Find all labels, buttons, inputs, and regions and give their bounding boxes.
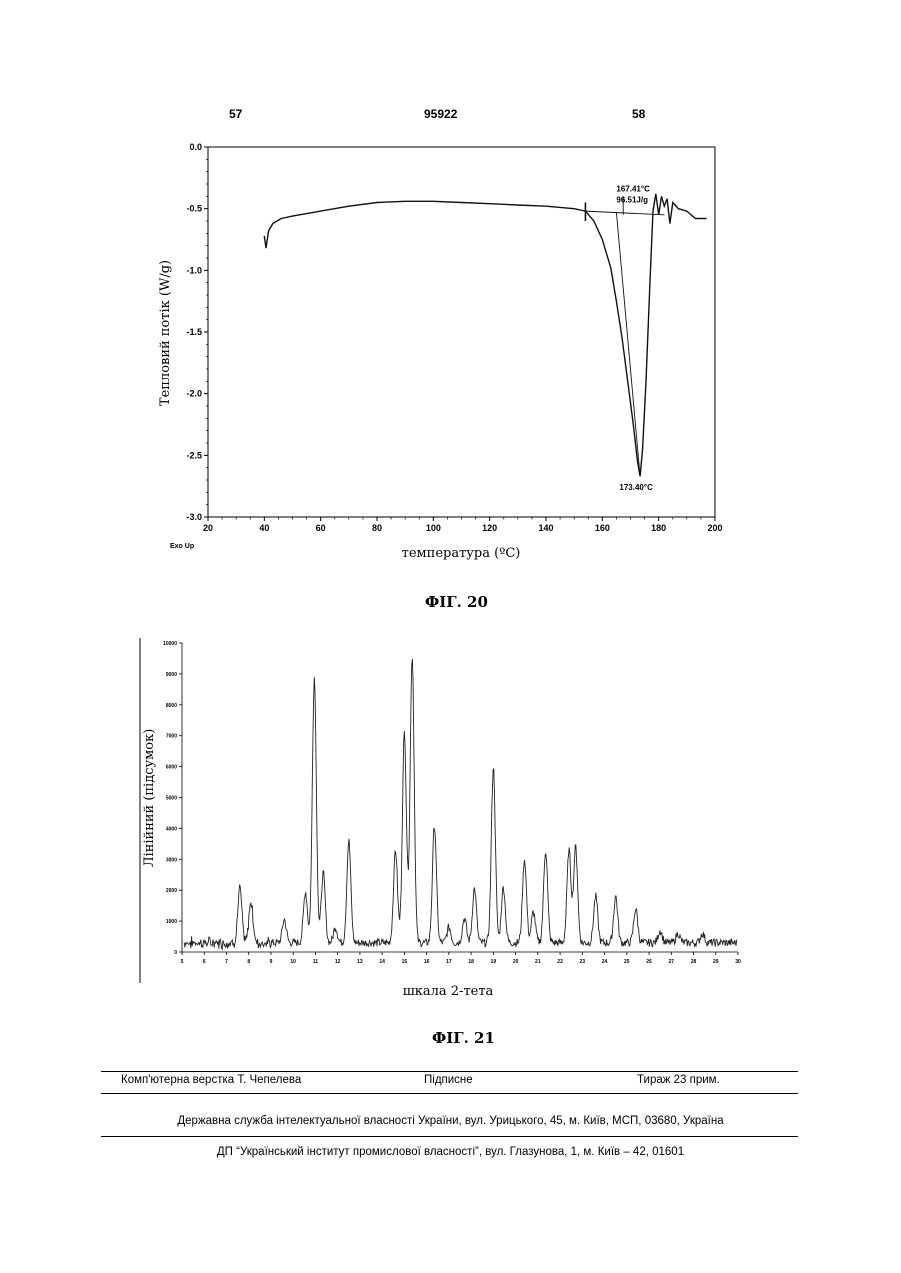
x-tick-label: 25 bbox=[624, 959, 630, 965]
x-tick-label: 160 bbox=[595, 523, 610, 533]
onset-temperature-label: 167.41°C bbox=[616, 184, 650, 193]
patent-number: 95922 bbox=[424, 107, 457, 121]
y-tick-label: 3000 bbox=[166, 857, 177, 863]
y-tick-label: -0.5 bbox=[186, 204, 202, 214]
x-tick-label: 26 bbox=[646, 959, 652, 965]
x-tick-label: 200 bbox=[707, 523, 722, 533]
x-tick-label: 27 bbox=[668, 959, 674, 965]
y-tick-label: 8000 bbox=[166, 703, 177, 709]
x-tick-label: 100 bbox=[426, 523, 441, 533]
y-tick-label: 9000 bbox=[166, 672, 177, 678]
y-tick-label: 7000 bbox=[166, 734, 177, 740]
page-number-right: 58 bbox=[632, 107, 645, 121]
x-tick-label: 17 bbox=[446, 959, 452, 965]
diffraction-intensity-curve bbox=[184, 659, 737, 949]
x-tick-label: 18 bbox=[468, 959, 474, 965]
x-axis-label: шкала 2-тета bbox=[403, 984, 494, 998]
y-tick-label: 1000 bbox=[166, 919, 177, 925]
x-tick-label: 80 bbox=[372, 523, 382, 533]
x-tick-label: 20 bbox=[513, 959, 519, 965]
figure-20-caption: ФІГ. 20 bbox=[425, 593, 488, 611]
x-tick-label: 21 bbox=[535, 959, 541, 965]
y-tick-label: 0 bbox=[174, 950, 177, 956]
y-tick-label: -2.0 bbox=[186, 389, 202, 399]
x-tick-label: 15 bbox=[402, 959, 408, 965]
heat-flow-curve bbox=[264, 194, 706, 476]
signed-note: Підписне bbox=[424, 1074, 473, 1086]
x-tick-label: 19 bbox=[491, 959, 497, 965]
figure-21-caption: ФІГ. 21 bbox=[432, 1029, 495, 1047]
y-tick-label: 2000 bbox=[166, 888, 177, 894]
onset-tangent-line bbox=[616, 212, 640, 476]
y-tick-label: 4000 bbox=[166, 826, 177, 832]
y-tick-label: -2.5 bbox=[186, 450, 202, 460]
x-tick-label: 5 bbox=[181, 959, 184, 965]
x-tick-label: 140 bbox=[538, 523, 553, 533]
dsc-thermogram-chart: 0.0 -0.5 -1.0 -1.5 -2.0 -2.5 -3.0 20 40 60 80 100 1… bbox=[150, 128, 740, 568]
x-tick-label: 14 bbox=[379, 959, 385, 965]
x-tick-label: 16 bbox=[424, 959, 430, 965]
peak-temperature-label: 173.40°C bbox=[619, 483, 653, 492]
x-tick-label: 13 bbox=[357, 959, 363, 965]
x-tick-label: 9 bbox=[270, 959, 273, 965]
y-axis-label: Лінійний (підсумок) bbox=[142, 729, 157, 868]
x-tick-label: 180 bbox=[651, 523, 666, 533]
y-tick-label: 6000 bbox=[166, 765, 177, 771]
x-tick-label: 12 bbox=[335, 959, 341, 965]
x-tick-label: 22 bbox=[557, 959, 563, 965]
x-tick-label: 20 bbox=[203, 523, 213, 533]
footer-divider-middle bbox=[101, 1093, 798, 1094]
y-tick-label: 5000 bbox=[166, 796, 177, 802]
typesetter-credit: Комп'ютерна верстка Т. Чепелева bbox=[121, 1074, 301, 1086]
x-tick-label: 40 bbox=[259, 523, 269, 533]
x-tick-label: 60 bbox=[316, 523, 326, 533]
x-tick-label: 8 bbox=[247, 959, 250, 965]
y-tick-label: 10000 bbox=[163, 641, 177, 647]
x-axis-label: температура (ºC) bbox=[402, 546, 521, 561]
footer-divider-bottom bbox=[101, 1136, 798, 1137]
circulation-note: Тираж 23 прим. bbox=[637, 1074, 720, 1086]
x-tick-label: 11 bbox=[313, 959, 319, 965]
x-tick-label: 28 bbox=[691, 959, 697, 965]
x-tick-label: 30 bbox=[735, 959, 741, 965]
agency-address: Державна служба інтелектуальної власност… bbox=[0, 1115, 901, 1127]
footer-divider-top bbox=[101, 1071, 798, 1072]
y-tick-label: -1.5 bbox=[186, 327, 202, 337]
x-tick-label: 120 bbox=[482, 523, 497, 533]
enthalpy-label: 96.51J/g bbox=[616, 196, 648, 205]
y-tick-label: -1.0 bbox=[186, 265, 202, 275]
y-tick-label: 0.0 bbox=[189, 142, 202, 152]
x-tick-label: 6 bbox=[203, 959, 206, 965]
x-tick-label: 23 bbox=[580, 959, 586, 965]
institute-address: ДП “Український інститут промислової вла… bbox=[0, 1146, 901, 1158]
x-tick-label: 10 bbox=[290, 959, 296, 965]
y-axis-label: Тепловий потік (W/g) bbox=[158, 260, 173, 406]
exo-up-label: Exo Up bbox=[170, 543, 194, 550]
x-tick-label: 7 bbox=[225, 959, 228, 965]
xrd-pattern-chart: 0 1000 2000 3000 4000 5000 6000 7000 8000 9000 100… bbox=[130, 628, 750, 998]
page-number-left: 57 bbox=[229, 107, 242, 121]
x-tick-label: 29 bbox=[713, 959, 719, 965]
x-tick-label: 24 bbox=[602, 959, 608, 965]
y-tick-label: -3.0 bbox=[186, 512, 202, 522]
